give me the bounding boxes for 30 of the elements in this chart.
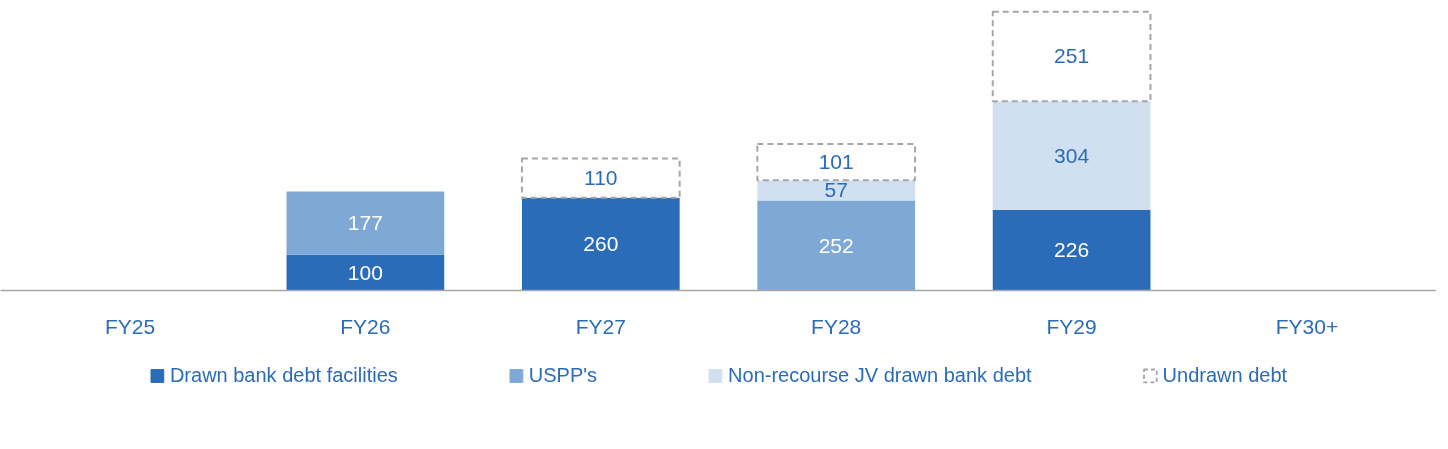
data-label: 177 (347, 211, 383, 235)
data-label: 110 (584, 166, 618, 190)
data-label: 251 (1054, 44, 1090, 68)
x-tick-label: FY28 (811, 314, 862, 338)
bar (992, 209, 1151, 291)
x-tick-label: FY26 (340, 314, 391, 338)
bar (756, 143, 917, 182)
data-label: 100 (347, 260, 383, 284)
x-tick-label: FY25 (104, 314, 156, 338)
x-tick-label: FY30+ (1275, 314, 1339, 338)
x-tick-label: FY29 (1046, 314, 1097, 338)
x-tick-label: FY27 (575, 314, 626, 338)
bar (521, 197, 680, 291)
data-label: 252 (818, 233, 854, 257)
bar (992, 101, 1151, 210)
bar (991, 10, 1152, 103)
data-label: 226 (1054, 238, 1090, 262)
bar (757, 200, 916, 291)
bar (286, 254, 445, 291)
data-label: 260 (583, 232, 619, 256)
legend-label: Drawn bank debt facilities (169, 363, 398, 387)
legend-label: Undrawn debt (1162, 363, 1288, 387)
data-label: 57 (824, 178, 848, 202)
legend-label: USPP's (528, 363, 598, 387)
bar (520, 157, 681, 199)
data-label: 101 (818, 150, 854, 174)
bar (286, 191, 445, 255)
legend-label: Non-recourse JV drawn bank debt (728, 363, 1032, 387)
data-label: 304 (1054, 143, 1090, 167)
bar (757, 180, 916, 201)
